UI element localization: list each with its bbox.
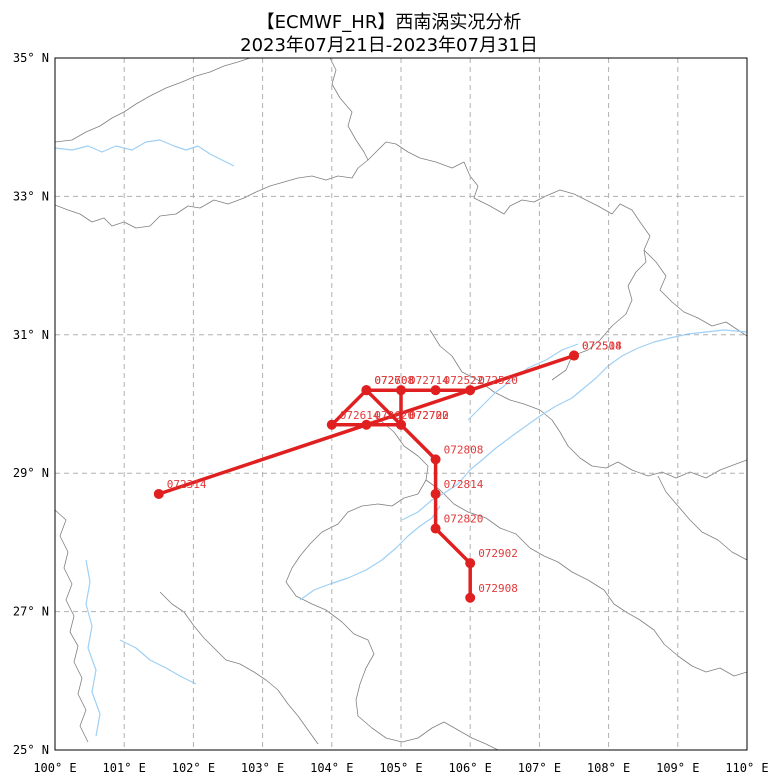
- boundary-line: [657, 475, 747, 561]
- track-point: [569, 350, 579, 361]
- y-tick-label: 29° N: [13, 466, 49, 480]
- track-point: [430, 488, 441, 499]
- boundary-line: [159, 591, 319, 745]
- chart-title-line1: 【ECMWF_HR】西南涡实况分析: [256, 12, 522, 33]
- track-point-label: 072522: [444, 374, 484, 387]
- track-line: [157, 353, 576, 600]
- track-point-label: 072702: [409, 409, 449, 422]
- track-point-label: 072614: [340, 409, 380, 422]
- track-point: [396, 419, 406, 430]
- track-point: [361, 385, 372, 396]
- track-point-label: 072608: [374, 374, 414, 387]
- river-line: [85, 559, 101, 737]
- track-point: [430, 523, 441, 534]
- track-point-label: 072314: [167, 478, 207, 491]
- y-tick-label: 25° N: [13, 743, 49, 757]
- river-line: [299, 505, 441, 601]
- boundary-line: [329, 58, 369, 161]
- boundary-line: [429, 329, 747, 479]
- x-tick-label: 106° E: [449, 761, 492, 775]
- river-line: [119, 639, 197, 685]
- chart-title-line2: 2023年07月21日-2023年07月31日: [240, 35, 538, 56]
- boundary-line: [55, 58, 251, 143]
- boundary-line: [425, 479, 747, 677]
- track-point: [153, 488, 164, 499]
- plot-frame: [54, 57, 748, 751]
- track-point: [361, 419, 372, 430]
- x-tick-label: 103° E: [241, 761, 284, 775]
- x-tick-label: 110° E: [725, 761, 768, 775]
- x-tick-label: 108° E: [587, 761, 630, 775]
- y-tick-label: 33° N: [13, 189, 49, 203]
- y-tick-label: 31° N: [13, 328, 49, 342]
- y-tick-label: 35° N: [13, 51, 49, 65]
- track-point-label: 072520: [478, 374, 518, 387]
- river-line: [55, 139, 235, 167]
- x-tick-label: 101° E: [103, 761, 146, 775]
- track-point: [396, 385, 406, 396]
- track-point-label: 072808: [444, 443, 484, 456]
- track-point-label: 072514: [582, 340, 622, 353]
- x-tick-label: 107° E: [518, 761, 561, 775]
- track-point-label: 072620: [374, 409, 414, 422]
- boundary-line: [285, 419, 499, 750]
- track-point: [465, 558, 476, 569]
- track-point: [326, 419, 337, 430]
- track-point-label: 072708: [374, 374, 414, 387]
- track-point-label: 072820: [444, 513, 484, 526]
- river-line: [401, 329, 747, 521]
- axis-tick-labels: 100° E 101° E 102° E 103° E 104° E 105° E 106°…: [13, 51, 769, 775]
- y-tick-label: 27° N: [13, 605, 49, 619]
- track-point-label: 072720: [409, 409, 449, 422]
- x-tick-label: 104° E: [310, 761, 353, 775]
- x-tick-label: 105° E: [379, 761, 422, 775]
- x-tick-label: 100° E: [33, 761, 76, 775]
- track-point-label: 072908: [478, 582, 518, 595]
- x-tick-label: 109° E: [656, 761, 699, 775]
- track-point-label: 072714: [409, 374, 449, 387]
- x-tick-label: 102° E: [172, 761, 215, 775]
- track-point: [465, 385, 476, 396]
- track-point: [430, 454, 441, 465]
- track-point-label: 072508: [582, 340, 622, 353]
- track-point-label: 072814: [444, 478, 484, 491]
- boundary-line: [55, 509, 89, 743]
- track-point: [430, 385, 441, 396]
- track-point-label: 072902: [478, 547, 518, 560]
- track-point: [465, 592, 476, 603]
